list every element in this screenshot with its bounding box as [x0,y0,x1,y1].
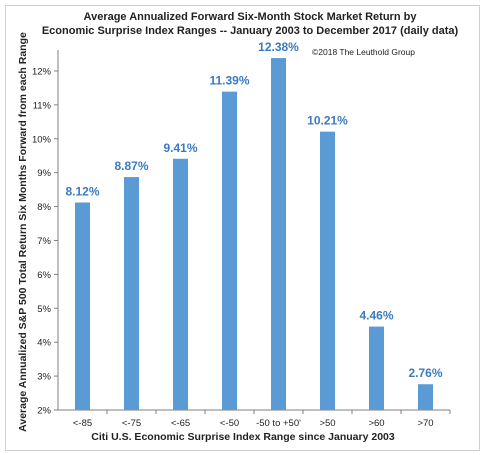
x-tick-label: <-85 [73,418,92,429]
bar [173,158,188,410]
copyright-note: ©2018 The Leuthold Group [312,47,415,57]
bar [124,177,139,410]
y-tick-label: 12% [32,66,52,77]
x-tick-label: <-50 [220,418,239,429]
data-label: 12.38% [258,40,299,54]
y-tick-label: 2% [37,406,51,417]
x-tick-label: >70 [417,418,433,429]
bar [418,384,433,410]
x-tick-label: -50 to +50' [256,418,301,429]
axes: 2% 3% 4% 5% 6% 7% 8% 9% 10% 11% 12% <-85 <-75 <-65 <-5… [32,50,451,429]
bars [75,58,433,411]
bar [369,326,384,410]
y-tick-label: 5% [37,304,51,315]
x-tick-label: >60 [368,418,384,429]
chart-title-line1: Average Annualized Forward Six-Month Sto… [84,11,418,23]
y-tick-label: 11% [33,100,52,111]
y-axis-title: Average Annualized S&P 500 Total Return … [17,32,29,432]
y-tick-label: 7% [37,236,51,247]
y-tick-label: 8% [37,202,51,213]
y-tick-label: 10% [32,134,52,145]
y-tick-label: 4% [37,338,51,349]
data-label: 2.76% [408,366,442,380]
data-label: 9.41% [163,141,197,155]
data-label: 10.21% [307,114,348,128]
data-label: 11.39% [209,74,249,88]
x-axis-title: Citi U.S. Economic Surprise Index Range … [91,431,395,443]
data-labels: 8.12% 8.87% 9.41% 11.39% 12.38% 10.21% 4.46% 2.… [65,40,442,380]
bar [222,91,237,411]
y-tick-label: 3% [37,372,51,383]
chart-title-line2: Economic Surprise Index Ranges -- Januar… [42,25,459,37]
bar [320,131,335,410]
data-label: 8.12% [65,185,99,199]
bar [75,202,90,410]
bar [271,58,286,410]
data-label: 8.87% [114,159,148,173]
x-tick-label: >50 [319,418,335,429]
x-tick-label: <-75 [122,418,141,429]
data-label: 4.46% [359,309,393,323]
x-tick-label: <-65 [171,418,190,429]
y-tick-label: 6% [37,270,51,281]
y-tick-label: 9% [37,168,51,179]
